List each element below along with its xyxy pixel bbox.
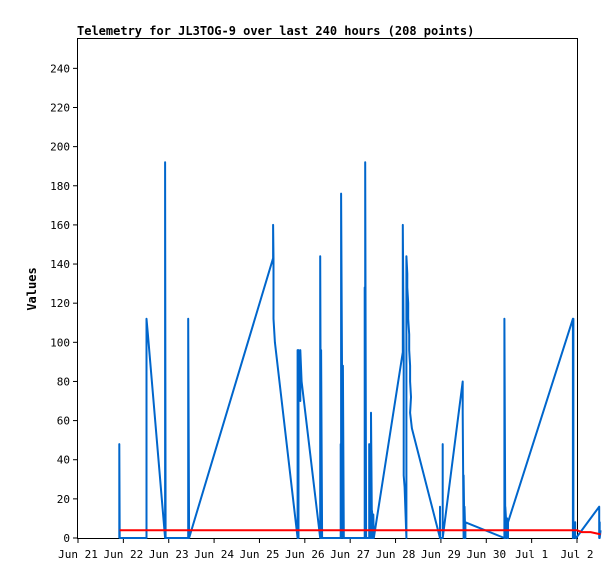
x-tick-label: Jun 24: [194, 548, 234, 561]
y-tick-label: 100: [50, 336, 70, 349]
series-line-1: [118, 161, 602, 539]
y-tick-label: 60: [57, 415, 70, 428]
x-tick-label: Jul 1: [515, 548, 548, 561]
x-tick-label: Jun 26: [285, 548, 325, 561]
y-tick-label: 140: [50, 258, 70, 271]
series-layer: [118, 161, 602, 539]
plot-area: [77, 38, 578, 539]
y-axis-label: Values: [25, 267, 39, 310]
x-tick-label: Jun 23: [149, 548, 189, 561]
y-tick-label: 20: [57, 493, 70, 506]
y-tick-label: 180: [50, 180, 70, 193]
y-tick-label: 80: [57, 375, 70, 388]
x-tick-label: Jun 27: [330, 548, 370, 561]
y-tick-label: 40: [57, 454, 70, 467]
y-tick-label: 160: [50, 219, 70, 232]
chart-title: Telemetry for JL3TOG-9 over last 240 hou…: [77, 24, 474, 38]
y-axis: 0 20 40 60 80 100 120 140 160 180 200 220 240: [50, 62, 78, 545]
x-tick-label: Jun 29: [421, 548, 461, 561]
y-tick-label: 220: [50, 101, 70, 114]
x-tick-label: Jun 30: [466, 548, 506, 561]
y-tick-label: 240: [50, 62, 70, 75]
y-tick-label: 200: [50, 141, 70, 154]
x-axis: Jun 21 Jun 22 Jun 23 Jun 24 Jun 25 Jun 26 Jun …: [58, 538, 594, 561]
x-tick-label: Jun 25: [240, 548, 280, 561]
x-tick-label: Jun 28: [376, 548, 416, 561]
x-tick-label: Jul 2: [560, 548, 593, 561]
series-line-2: [119, 529, 601, 536]
y-tick-label: 0: [63, 532, 70, 545]
y-tick-label: 120: [50, 297, 70, 310]
x-tick-label: Jun 22: [103, 548, 143, 561]
x-tick-label: Jun 21: [58, 548, 98, 561]
